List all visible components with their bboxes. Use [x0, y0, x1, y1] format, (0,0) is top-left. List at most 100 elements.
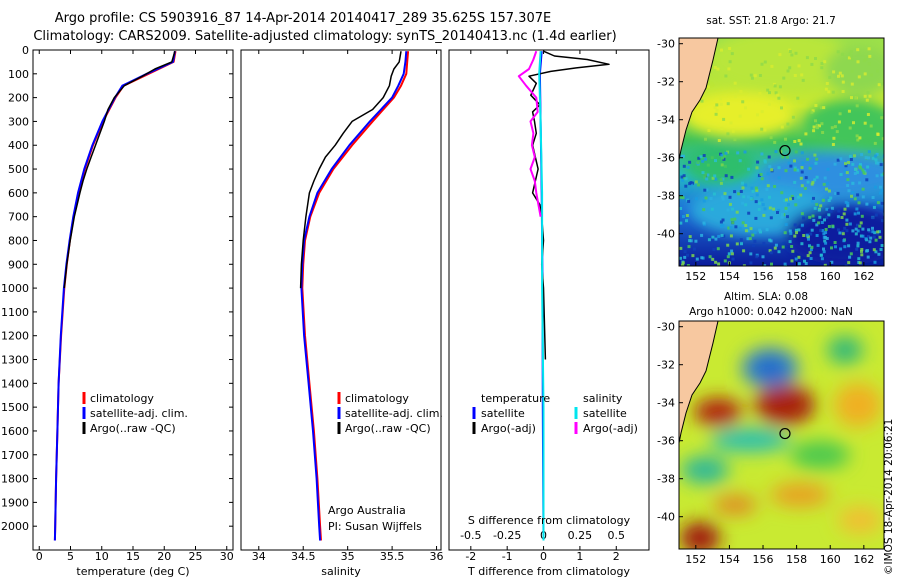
sst-pixel — [848, 126, 852, 130]
sst-pixel — [699, 155, 703, 159]
x-tick-label: 30 — [220, 550, 234, 563]
sst-pixel — [694, 197, 698, 201]
sst-pixel — [791, 115, 795, 119]
x-tick-label: -1 — [502, 550, 513, 563]
sst-pixel — [681, 178, 685, 182]
sst-pixel — [845, 229, 849, 233]
sst-pixel — [818, 124, 821, 128]
sst-pixel — [709, 197, 713, 200]
x-tick-label: 10 — [95, 550, 109, 563]
sst-pixel — [710, 207, 714, 211]
sst-pixel — [812, 125, 816, 129]
sst-pixel — [827, 199, 831, 202]
sst-pixel — [842, 212, 846, 216]
sst-pixel — [841, 90, 845, 93]
sst-pixel — [882, 158, 884, 162]
sst-pixel — [843, 169, 847, 173]
sst-pixel — [711, 257, 715, 261]
sst-pixel — [797, 64, 801, 68]
sst-pixel — [751, 233, 755, 237]
salinity-axes-frame — [240, 49, 442, 551]
sst-pixel — [681, 196, 685, 200]
sst-pixel — [780, 215, 784, 219]
sst-pixel — [800, 166, 804, 169]
sst-pixel — [864, 156, 868, 160]
figure-title-line1: Argo profile: CS 5903916_87 14-Apr-2014 … — [55, 11, 551, 26]
sst-pixel — [841, 80, 845, 84]
sst-pixel — [880, 116, 884, 120]
sst-pixel — [836, 158, 840, 162]
sst-pixel — [864, 237, 868, 241]
sst-pixel — [679, 221, 683, 225]
sst-pixel — [814, 57, 817, 60]
sst-pixel — [862, 171, 866, 175]
sst-pixel — [759, 230, 762, 234]
sst-pixel — [685, 214, 689, 217]
sst-pixel — [720, 153, 724, 157]
sst-pixel — [770, 262, 773, 266]
depth-tick-label: 1600 — [1, 425, 29, 438]
sst-pixel — [780, 125, 784, 129]
sst-pixel — [720, 126, 724, 130]
sst-pixel — [684, 177, 688, 181]
sst-pixel — [724, 151, 728, 155]
sst-pixel — [766, 184, 770, 188]
argo-location-marker — [779, 144, 791, 157]
lat-tick-label: -38 — [657, 190, 675, 203]
sst-pixel — [680, 175, 684, 179]
sst-pixel — [727, 226, 731, 230]
sst-pixel — [766, 172, 770, 176]
sst-pixel — [841, 52, 845, 56]
sst-pixel — [820, 122, 824, 126]
sst-pixel — [758, 228, 762, 232]
sst-pixel — [847, 189, 851, 193]
sst-pixel — [729, 121, 733, 125]
sst-pixel — [819, 228, 823, 232]
sst-pixel — [776, 211, 779, 214]
sst-pixel — [850, 194, 853, 198]
sst-pixel — [720, 195, 724, 199]
sst-pixel — [808, 251, 812, 255]
sst-pixel — [707, 238, 711, 242]
sst-pixel — [689, 181, 693, 185]
sst-pixel — [858, 224, 862, 228]
depth-tick-label: 1400 — [1, 377, 29, 390]
sst-pixel — [777, 166, 781, 170]
sst-pixel — [793, 180, 797, 184]
sst-pixel — [770, 64, 774, 68]
sst-pixel — [814, 161, 818, 165]
sst-pixel — [789, 231, 793, 235]
salinity-xlabel: salinity — [321, 565, 361, 578]
series-line-s-satellite — [538, 51, 545, 541]
legend-label-climatology: climatology — [345, 392, 409, 405]
sst-pixel — [871, 196, 875, 199]
sst-pixel — [795, 231, 798, 235]
legend-label-climatology: climatology — [90, 392, 154, 405]
lon-tick-label: 158 — [786, 270, 807, 283]
sst-pixel — [856, 193, 860, 197]
sst-pixel — [681, 154, 685, 158]
sst-pixel — [797, 139, 801, 143]
sst-pixel — [809, 248, 813, 251]
sst-pixel — [754, 186, 758, 190]
sst-pixel — [865, 178, 869, 182]
lon-tick-label: 160 — [820, 553, 841, 566]
sst-pixel — [833, 241, 837, 244]
sst-pixel — [741, 201, 745, 205]
sst-pixel — [685, 219, 688, 223]
sst-pixel — [784, 208, 788, 212]
sst-pixel — [683, 255, 687, 259]
sst-pixel — [769, 216, 773, 220]
sst-map-title: sat. SST: 21.8 Argo: 21.7 — [706, 15, 836, 27]
sst-pixel — [815, 157, 819, 161]
sst-pixel — [850, 96, 853, 100]
sst-pixel — [825, 237, 829, 240]
sst-pixel — [734, 95, 737, 99]
depth-tick-label: 400 — [8, 139, 29, 152]
sst-pixel — [833, 125, 837, 129]
depth-tick-label: 1700 — [1, 449, 29, 462]
sst-pixel — [827, 189, 831, 193]
sst-pixel — [783, 231, 787, 235]
sst-pixel — [882, 172, 884, 176]
sst-pixel — [854, 168, 857, 171]
